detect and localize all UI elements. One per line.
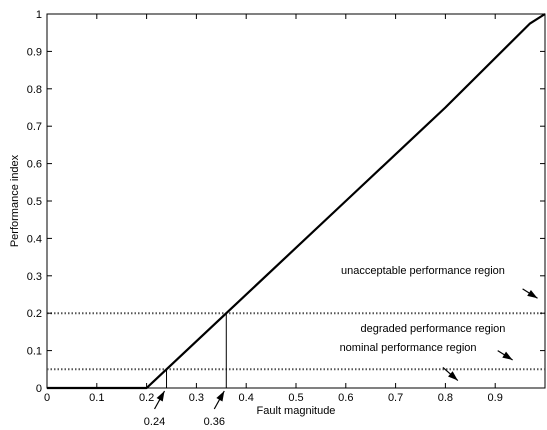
x-tick-label: 0.2	[139, 392, 154, 404]
x-tick-label: 0.9	[488, 392, 503, 404]
y-tick-label: 0.6	[27, 159, 42, 171]
x-tick-label: 0.8	[438, 392, 453, 404]
arrow-head	[216, 391, 225, 402]
x-axis-label: Fault magnitude	[257, 405, 336, 417]
y-tick-label: 1	[36, 9, 42, 21]
x-tick-label: 0.5	[288, 392, 303, 404]
y-tick-label: 0.1	[27, 346, 42, 358]
x-tick-label: 0.4	[239, 392, 254, 404]
x-tick-label: 0.3	[189, 392, 204, 404]
y-tick-label: 0.4	[27, 233, 42, 245]
region-label: unacceptable performance region	[341, 265, 505, 277]
y-axis-label: Performance index	[9, 154, 21, 247]
y-tick-label: 0.8	[27, 84, 42, 96]
x-tick-label: 0	[44, 392, 50, 404]
y-tick-label: 0.2	[27, 308, 42, 320]
x-tick-label: 0.1	[89, 392, 104, 404]
y-tick-label: 0.7	[27, 121, 42, 133]
arrow-head	[527, 289, 538, 299]
y-tick-label: 0.5	[27, 196, 42, 208]
arrow-head	[448, 371, 458, 381]
performance-curve	[47, 13, 546, 390]
arrow-head	[156, 391, 165, 402]
y-tick-label: 0.9	[27, 46, 42, 58]
region-label: degraded performance region	[360, 323, 505, 335]
arrow-head	[502, 351, 513, 360]
plot-area	[46, 13, 546, 389]
x-tick-label: 0.7	[388, 392, 403, 404]
y-tick-label: 0	[36, 383, 42, 395]
region-label: nominal performance region	[340, 342, 477, 354]
x-tick-label: 0.6	[338, 392, 353, 404]
marker-label: 0.36	[204, 416, 225, 428]
y-tick-label: 0.3	[27, 271, 42, 283]
marker-label: 0.24	[144, 416, 165, 428]
